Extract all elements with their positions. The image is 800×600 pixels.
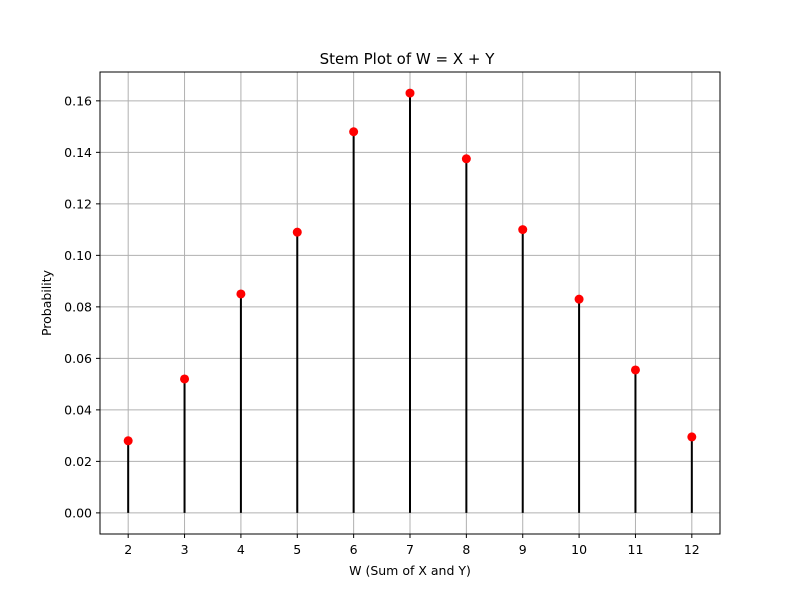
x-tick-label: 10 (571, 542, 587, 557)
y-tick-label: 0.14 (64, 145, 92, 160)
stem-marker (687, 432, 697, 442)
stem-marker (630, 365, 640, 375)
x-tick-label: 5 (293, 542, 301, 557)
y-tick-label: 0.12 (64, 196, 92, 211)
y-tick-label: 0.00 (64, 505, 92, 520)
stem-marker (461, 154, 471, 164)
x-tick-label: 2 (124, 542, 132, 557)
stem-marker (349, 127, 359, 137)
x-axis-ticks: 2 3 4 5 6 7 8 9 10 11 12 (124, 534, 700, 557)
y-tick-label: 0.02 (64, 454, 92, 469)
stem-marker (180, 374, 190, 384)
x-tick-label: 7 (406, 542, 414, 557)
x-tick-label: 3 (181, 542, 189, 557)
stem-layer (123, 88, 697, 513)
stem-marker (405, 88, 415, 98)
stem-marker (518, 225, 528, 235)
x-tick-label: 8 (462, 542, 470, 557)
x-tick-label: 12 (684, 542, 700, 557)
x-tick-label: 6 (350, 542, 358, 557)
stem-marker (236, 289, 246, 299)
y-tick-label: 0.10 (64, 248, 92, 263)
x-tick-label: 11 (628, 542, 644, 557)
x-axis-label: W (Sum of X and Y) (349, 563, 471, 578)
x-tick-label: 4 (237, 542, 245, 557)
y-tick-label: 0.06 (64, 351, 92, 366)
y-axis-ticks: 0.00 0.02 0.04 0.06 0.08 0.10 0.12 0.14 0.16 (64, 93, 100, 520)
y-tick-label: 0.04 (64, 402, 92, 417)
y-tick-label: 0.16 (64, 93, 92, 108)
y-axis-label: Probability (39, 269, 54, 336)
y-tick-label: 0.08 (64, 299, 92, 314)
x-tick-label: 9 (519, 542, 527, 557)
stem-marker (574, 294, 584, 304)
chart-title: Stem Plot of W = X + Y (320, 50, 496, 68)
stem-marker (123, 436, 133, 446)
stem-marker (292, 227, 302, 237)
